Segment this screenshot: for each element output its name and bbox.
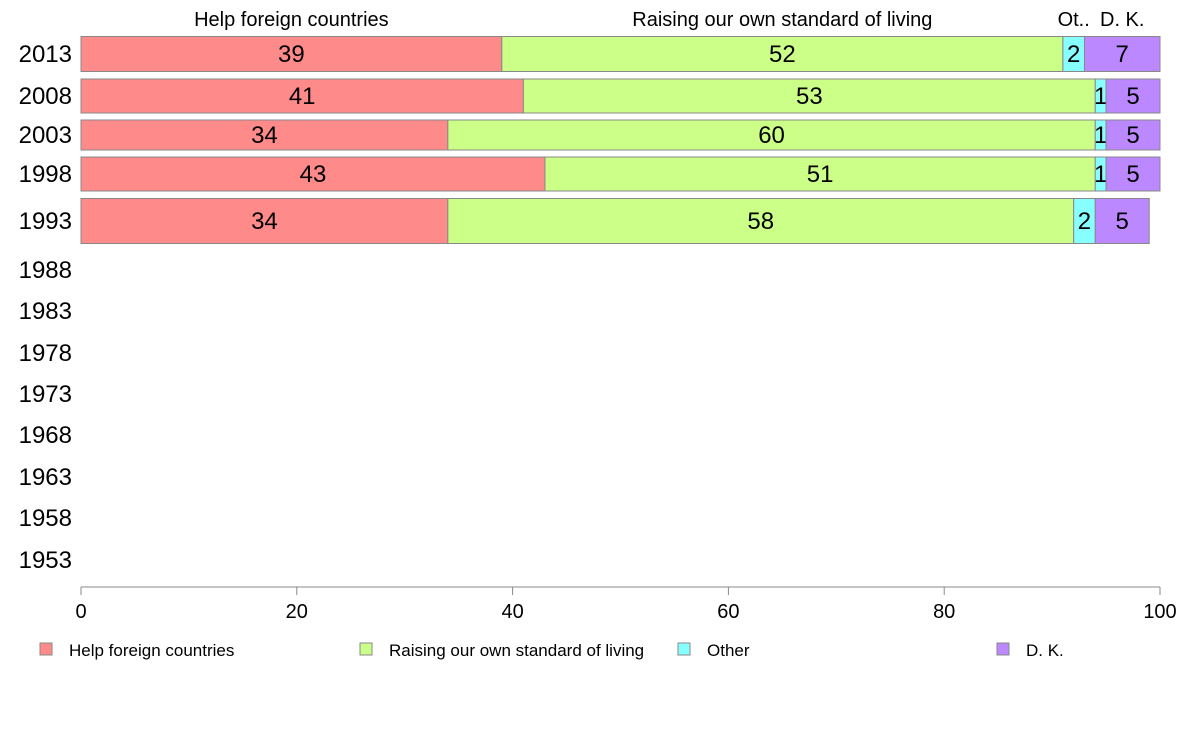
- x-tick-label-100: 100: [1143, 601, 1176, 623]
- series-header-2: Ot..: [1058, 9, 1090, 31]
- bar-2008-series-1: [522, 78, 1096, 114]
- y-tick-label-2008: 2008: [19, 83, 72, 110]
- x-tick-label-0: 0: [75, 601, 86, 623]
- series-header-1: Raising our own standard of living: [632, 9, 932, 31]
- bar-label-2013-series-2: 2: [1067, 41, 1080, 68]
- bar-2013-series-0: [80, 36, 503, 72]
- legend-swatch-2: [677, 642, 691, 656]
- x-axis: 0 20 40 60 80 100: [75, 586, 1177, 623]
- bar-2008-series-3: [1105, 78, 1161, 114]
- legend-swatch-1: [359, 642, 373, 656]
- y-tick-label-1988: 1988: [19, 257, 72, 284]
- bar-label-1993-series-1: 58: [747, 208, 774, 235]
- bar-label-1998-series-1: 51: [807, 161, 834, 188]
- bar-2008-series-0: [80, 78, 524, 114]
- y-tick-label-1968: 1968: [19, 422, 72, 449]
- legend-label-0: Help foreign countries: [69, 641, 234, 660]
- bar-1993-series-1: [447, 198, 1075, 244]
- bar-label-2008-series-0: 41: [289, 83, 316, 110]
- x-tick-label-40: 40: [501, 601, 523, 623]
- bar-label-2003-series-2: 1: [1094, 122, 1107, 149]
- x-tick-label-20: 20: [286, 601, 308, 623]
- legend-label-3: D. K.: [1026, 641, 1064, 660]
- bar-label-2008-series-2: 1: [1094, 83, 1107, 110]
- bar-label-2003-series-3: 5: [1126, 122, 1139, 149]
- legend-swatch-3: [996, 642, 1010, 656]
- bar-2013-series-3: [1083, 36, 1161, 72]
- y-axis-labels: 2013 2008 2003 1998 1993 1988 1983 1978 1973 1968…: [19, 41, 72, 574]
- bar-label-2013-series-1: 52: [769, 41, 796, 68]
- bar-2003-series-3: [1105, 119, 1161, 151]
- legend-label-2: Other: [707, 641, 750, 660]
- bar-2003-series-1: [447, 119, 1096, 151]
- bar-label-1993-series-3: 5: [1116, 208, 1129, 235]
- x-tick-label-80: 80: [933, 601, 955, 623]
- bar-1993-series-0: [80, 198, 449, 244]
- bar-1998-series-1: [544, 156, 1096, 192]
- y-tick-label-1973: 1973: [19, 381, 72, 408]
- bar-label-2003-series-1: 60: [758, 122, 785, 149]
- bar-label-2008-series-3: 5: [1126, 83, 1139, 110]
- bar-1998-series-3: [1105, 156, 1161, 192]
- y-tick-label-1983: 1983: [19, 298, 72, 325]
- bar-label-1993-series-0: 34: [251, 208, 278, 235]
- legend: Help foreign countries Raising our own st…: [39, 641, 1064, 660]
- x-tick-label-60: 60: [717, 601, 739, 623]
- bar-label-1998-series-0: 43: [300, 161, 327, 188]
- series-header-0: Help foreign countries: [194, 9, 389, 31]
- y-tick-label-1993: 1993: [19, 208, 72, 235]
- legend-label-1: Raising our own standard of living: [389, 641, 644, 660]
- y-tick-label-1978: 1978: [19, 340, 72, 367]
- bar-2013-series-1: [501, 36, 1064, 72]
- y-tick-label-1963: 1963: [19, 464, 72, 491]
- legend-swatch-0: [39, 642, 53, 656]
- bar-label-2013-series-0: 39: [278, 41, 305, 68]
- bars: 39 52 2 741 53 1 534 60 1 543 51 1 534 58 2 5: [80, 36, 1161, 244]
- series-header-3: D. K.: [1100, 9, 1144, 31]
- bar-label-2008-series-1: 53: [796, 83, 823, 110]
- y-tick-label-2003: 2003: [19, 122, 72, 149]
- bar-label-1998-series-2: 1: [1094, 161, 1107, 188]
- bar-label-2013-series-3: 7: [1116, 41, 1129, 68]
- y-tick-label-1998: 1998: [19, 161, 72, 188]
- bar-1993-series-3: [1094, 198, 1150, 244]
- bar-1998-series-0: [80, 156, 546, 192]
- y-tick-label-1953: 1953: [19, 547, 72, 574]
- bar-2003-series-0: [80, 119, 449, 151]
- y-tick-label-1958: 1958: [19, 505, 72, 532]
- bar-label-1998-series-3: 5: [1126, 161, 1139, 188]
- series-headers: Help foreign countries Raising our own st…: [194, 9, 1144, 31]
- bar-label-1993-series-2: 2: [1078, 208, 1091, 235]
- y-tick-label-2013: 2013: [19, 41, 72, 68]
- bar-label-2003-series-0: 34: [251, 122, 278, 149]
